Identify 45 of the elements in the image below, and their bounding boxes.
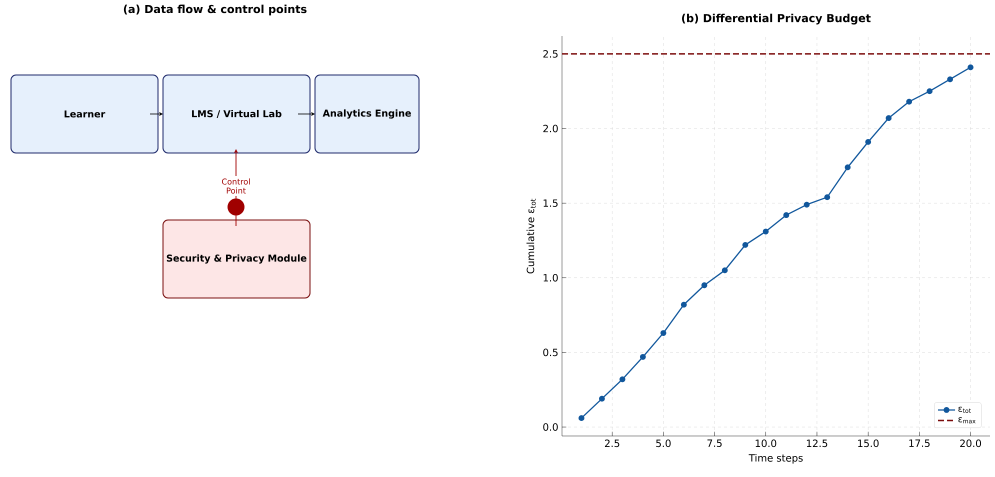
point <box>619 376 626 382</box>
x-tick-label: 12.5 <box>806 440 828 448</box>
text: Analytics Engine <box>322 109 411 119</box>
x-tick-label: 5.0 <box>656 440 671 448</box>
y-tick-label: 0.5 <box>543 348 558 356</box>
point <box>598 396 605 402</box>
x-tick-label: 15.0 <box>858 440 879 448</box>
point <box>660 330 666 336</box>
point <box>701 282 708 288</box>
point <box>804 202 810 208</box>
legend-label: ε$_{tot}$ <box>958 406 971 413</box>
point <box>578 415 584 422</box>
y-tick-label: 0.0 <box>543 423 558 431</box>
x-tick-label: 10.0 <box>756 440 776 448</box>
text: (a) Data flow & control points <box>124 4 307 16</box>
y-tick-label: 1.5 <box>544 199 558 207</box>
x-tick-label: 2.5 <box>604 440 620 448</box>
y-axis-title: Cumulative ε$_{tot}$ <box>526 198 536 274</box>
point <box>906 98 912 105</box>
x-axis-title: Time steps <box>748 454 803 464</box>
legend-label: ε$_{max}$ <box>958 417 976 424</box>
point <box>824 194 830 200</box>
y-tick-label: 2.5 <box>543 50 558 58</box>
point <box>762 228 769 234</box>
point <box>722 267 728 274</box>
point <box>886 115 892 122</box>
point <box>640 354 646 360</box>
chart-title: (b) Differential Privacy Budget <box>682 14 871 24</box>
x-tick-label: 17.5 <box>909 440 930 447</box>
text: Control Point <box>222 178 250 194</box>
point <box>865 139 872 145</box>
text: Learner <box>64 110 106 118</box>
point <box>968 64 974 70</box>
x-tick-label: 20.0 <box>960 440 982 448</box>
point <box>680 302 687 308</box>
point <box>742 242 748 248</box>
point <box>926 88 933 94</box>
y-tick-label: 2.0 <box>543 124 558 132</box>
point <box>783 212 790 218</box>
point <box>947 76 954 82</box>
point <box>844 164 851 170</box>
x-tick-label: 7.5 <box>707 440 722 447</box>
text: LMS / Virtual Lab <box>192 110 282 118</box>
text: Security & Privacy Module <box>166 254 306 264</box>
y-tick-label: 1.0 <box>544 274 558 282</box>
